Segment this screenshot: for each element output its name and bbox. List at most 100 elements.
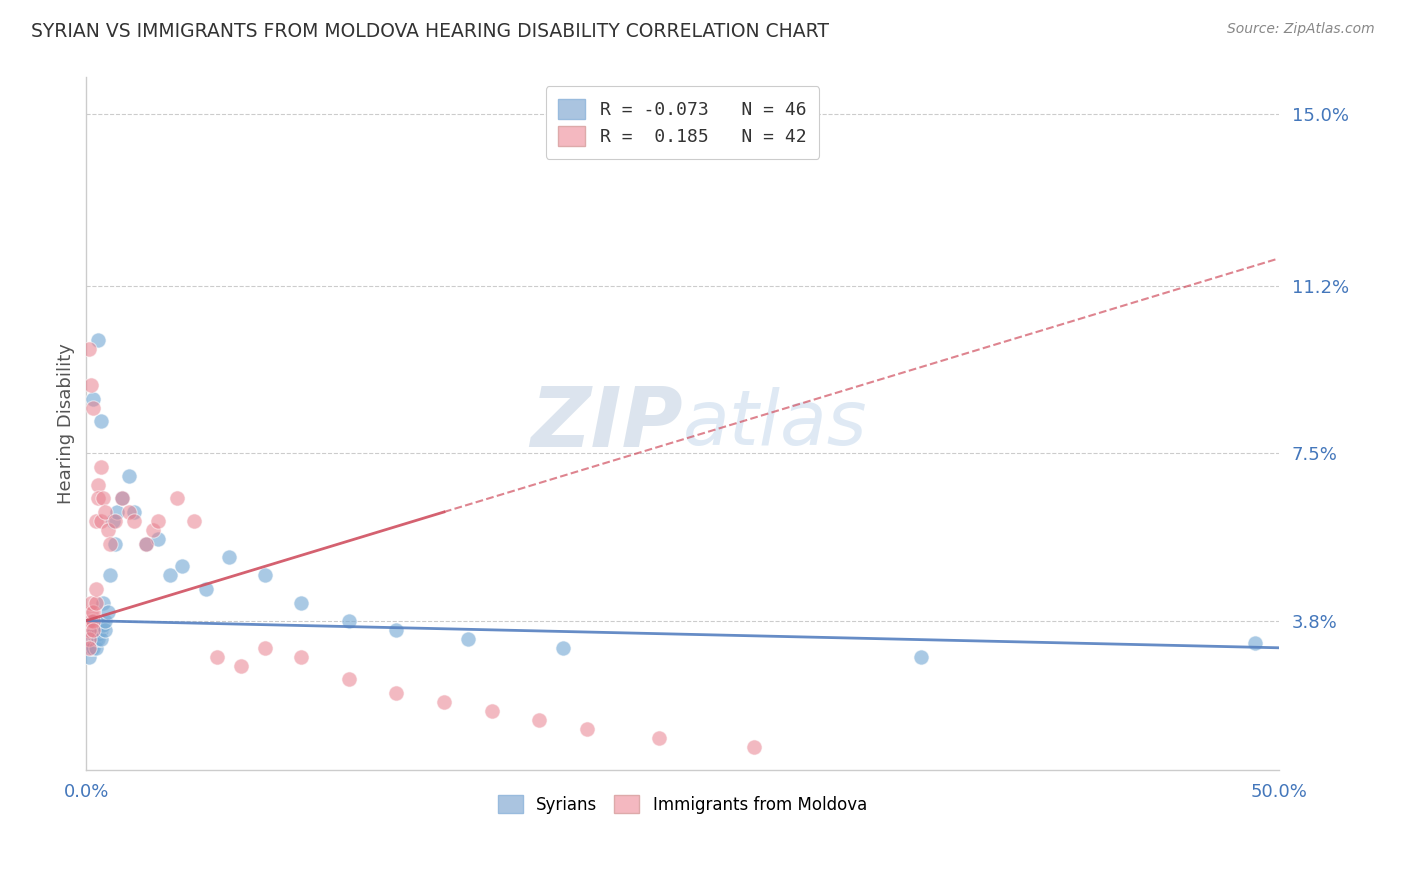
Point (337, 614, 360, 628)
Point (82, 640, 104, 655)
Point (82, 605, 104, 619)
Point (98, 568, 121, 582)
Point (104, 536, 127, 550)
Point (84, 595, 107, 609)
Point (207, 649, 229, 664)
Point (166, 491, 188, 506)
Point (82, 392, 104, 406)
Point (77, 614, 100, 628)
Point (94, 614, 117, 628)
Point (647, 731, 669, 746)
Point (97, 605, 120, 619)
Point (77, 342, 100, 356)
Point (101, 514, 124, 528)
Point (91, 491, 114, 506)
Point (385, 686, 408, 700)
Point (90, 632, 112, 646)
Point (84, 627, 107, 641)
Point (254, 568, 277, 582)
Point (231, 659, 253, 673)
Point (742, 740, 765, 755)
Point (80, 605, 103, 619)
Point (118, 505, 141, 519)
Text: Source: ZipAtlas.com: Source: ZipAtlas.com (1227, 22, 1375, 37)
Point (77, 623, 100, 637)
Point (87, 333, 110, 347)
Point (82, 614, 104, 628)
Point (84, 582, 107, 596)
Point (77, 614, 100, 628)
Point (146, 514, 169, 528)
Point (122, 505, 145, 519)
Point (80, 614, 103, 628)
Point (337, 673, 360, 687)
Point (77, 636, 100, 650)
Point (80, 623, 103, 637)
Y-axis label: Hearing Disability: Hearing Disability (58, 343, 75, 504)
Point (87, 478, 110, 492)
Point (80, 614, 103, 628)
Point (254, 640, 277, 655)
Point (91, 618, 114, 632)
Point (77, 649, 100, 664)
Point (170, 559, 193, 574)
Point (84, 632, 107, 646)
Text: SYRIAN VS IMMIGRANTS FROM MOLDOVA HEARING DISABILITY CORRELATION CHART: SYRIAN VS IMMIGRANTS FROM MOLDOVA HEARIN… (31, 22, 830, 41)
Point (385, 623, 408, 637)
Point (97, 523, 120, 537)
Point (290, 595, 312, 609)
Point (105, 505, 128, 519)
Point (135, 536, 157, 550)
Point (87, 632, 110, 646)
Point (94, 505, 117, 519)
Point (77, 640, 100, 655)
Point (290, 649, 312, 664)
Point (1243, 636, 1265, 650)
Point (90, 414, 112, 428)
Point (90, 459, 112, 474)
Text: atlas: atlas (682, 387, 868, 461)
Point (82, 623, 104, 637)
Point (122, 514, 145, 528)
Point (87, 491, 110, 506)
Point (146, 532, 169, 546)
Point (111, 491, 134, 506)
Point (91, 595, 114, 609)
Point (553, 640, 575, 655)
Point (82, 627, 104, 641)
Point (77, 632, 100, 646)
Point (84, 514, 107, 528)
Point (94, 623, 117, 637)
Point (481, 704, 503, 718)
Point (433, 695, 456, 709)
Point (218, 550, 240, 565)
Point (90, 514, 112, 528)
Point (82, 623, 104, 637)
Text: ZIP: ZIP (530, 384, 682, 464)
Point (159, 568, 181, 582)
Point (77, 623, 100, 637)
Point (104, 514, 127, 528)
Point (82, 618, 104, 632)
Point (84, 640, 107, 655)
Point (98, 536, 121, 550)
Point (90, 623, 112, 637)
Point (77, 632, 100, 646)
Point (80, 378, 103, 392)
Point (576, 723, 599, 737)
Point (135, 536, 157, 550)
Legend: Syrians, Immigrants from Moldova: Syrians, Immigrants from Moldova (488, 785, 877, 824)
Point (457, 632, 479, 646)
Point (910, 649, 932, 664)
Point (111, 491, 134, 506)
Point (118, 468, 141, 483)
Point (529, 713, 551, 727)
Point (80, 595, 103, 609)
Point (80, 640, 103, 655)
Point (80, 627, 103, 641)
Point (194, 582, 217, 596)
Point (87, 627, 110, 641)
Point (183, 514, 205, 528)
Point (82, 401, 104, 415)
Point (142, 523, 165, 537)
